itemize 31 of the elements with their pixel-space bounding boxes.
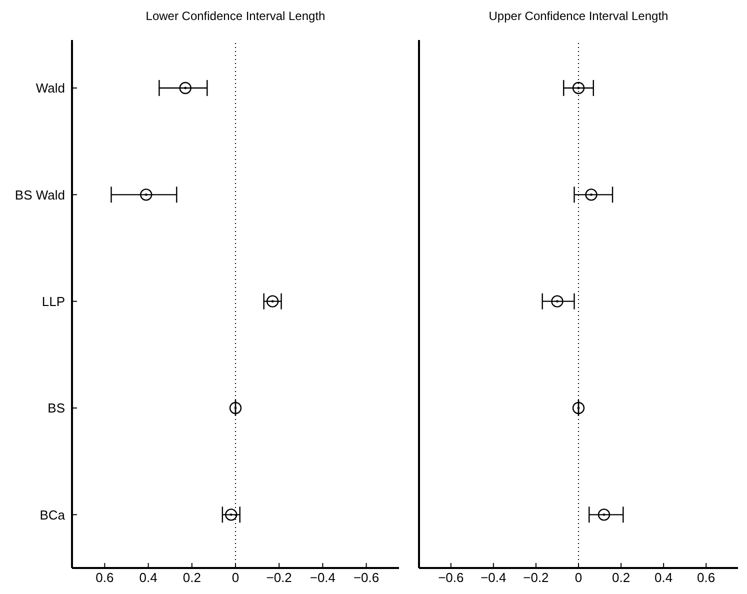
x-tick-label: 0.6 <box>697 570 716 586</box>
y-tick-label: Wald <box>36 80 65 96</box>
point <box>225 508 238 521</box>
point <box>585 188 598 201</box>
y-tick-label: BS <box>48 400 66 416</box>
point <box>179 82 192 94</box>
x-tick-label: 0 <box>574 570 582 586</box>
x-tick-label: −0.2 <box>266 570 292 586</box>
x-tick-label: 0.6 <box>96 570 114 586</box>
x-tick-label: 0 <box>232 570 240 586</box>
point <box>598 508 610 521</box>
chart-title: Lower Confidence Interval Length <box>144 9 326 23</box>
point <box>140 188 152 201</box>
x-tick-label: 0.4 <box>654 570 673 586</box>
chart-title: Upper Confidence Interval Length <box>488 9 670 23</box>
x-tick-label: −0.4 <box>310 570 336 586</box>
y-tick-label: BCa <box>40 507 66 522</box>
x-tick-label: −0.2 <box>523 570 549 586</box>
x-tick-label: −0.6 <box>438 570 464 586</box>
point <box>229 402 242 414</box>
point <box>572 82 585 94</box>
point <box>572 402 585 414</box>
x-tick-label: 0.4 <box>139 570 158 586</box>
x-tick-label: −0.4 <box>480 570 506 586</box>
x-tick-label: 0.2 <box>612 570 630 586</box>
x-tick-label: 0.2 <box>182 570 201 586</box>
point <box>551 295 564 308</box>
x-tick-label: −0.6 <box>353 570 380 586</box>
y-tick-label: LLP <box>42 294 65 309</box>
point <box>266 295 279 308</box>
y-tick-label: BS Wald <box>14 187 65 202</box>
